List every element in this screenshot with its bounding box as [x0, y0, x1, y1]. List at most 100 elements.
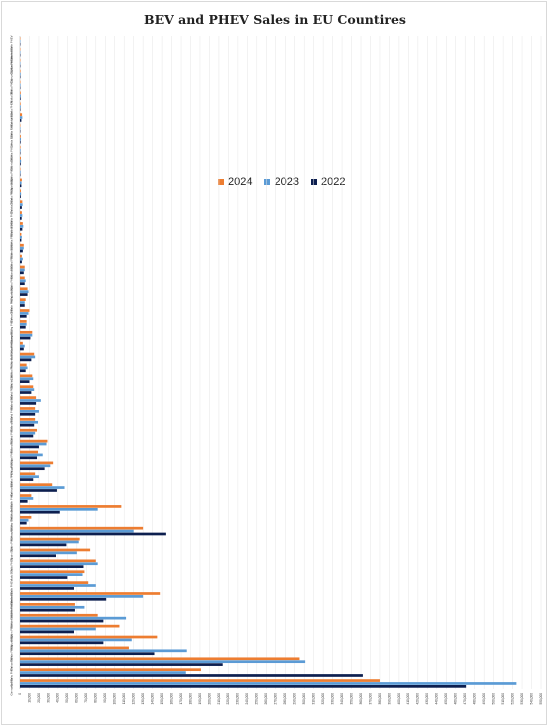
bar-2024	[20, 450, 38, 454]
category-label: Ireland BEV	[10, 394, 14, 409]
bar-2024	[20, 69, 21, 73]
x-tick-label: 520,000	[510, 693, 514, 705]
category-label: Iceland BEV	[10, 264, 14, 280]
x-tick-label: 340,000	[340, 693, 344, 705]
x-tick-label: 110,000	[122, 693, 126, 705]
bar-2024	[20, 222, 23, 225]
bar-2022	[20, 674, 363, 677]
x-tick-label: 70,000	[84, 693, 88, 703]
bar-2022	[20, 521, 27, 525]
x-tick-label: 400,000	[397, 693, 401, 705]
bar-2024	[20, 537, 80, 541]
bar-2024	[20, 135, 21, 138]
bar-2022	[20, 162, 21, 166]
x-tick-label: 160,000	[169, 693, 173, 705]
bar-2022	[20, 445, 39, 449]
bar-2024	[20, 559, 96, 563]
legend-label-2023: 2023	[274, 176, 299, 188]
bar-2022	[20, 119, 22, 122]
x-tick-label: 260,000	[264, 693, 268, 705]
bar-2023	[20, 627, 96, 631]
bar-2024	[20, 145, 21, 149]
x-tick-label: 440,000	[435, 693, 439, 705]
x-tick-label: 390,000	[387, 693, 391, 705]
category-label: Estonia PHEV	[10, 144, 14, 162]
x-tick-label: 230,000	[236, 693, 240, 705]
bar-2023	[20, 214, 23, 217]
bar-2023	[20, 595, 144, 598]
category-label: Austria BEV	[10, 482, 14, 497]
bar-2022	[20, 663, 223, 666]
bar-2022	[20, 184, 22, 188]
bar-2022	[20, 391, 32, 394]
bar-2023	[20, 203, 23, 206]
bar-2022	[20, 685, 467, 688]
x-tick-label: 320,000	[321, 693, 325, 705]
category-label: Slovakia BEV	[10, 220, 14, 237]
bar-2023	[20, 605, 85, 609]
x-tick-label: 450,000	[444, 693, 448, 705]
chart-title: BEV and PHEV Sales in EU Countires	[144, 12, 406, 27]
bar-2023	[20, 420, 38, 424]
bar-2024	[20, 341, 23, 345]
bar-2022	[20, 619, 104, 623]
bar-2024	[20, 113, 23, 116]
category-label: Poland PHEV	[10, 427, 14, 444]
bar-2022	[20, 140, 21, 144]
category-label: Belgium BEV	[10, 634, 14, 651]
category-label: Germany BEV	[10, 677, 14, 695]
category-label: Liechtenstein PHEV	[10, 35, 14, 60]
category-label: Czechia BEV	[10, 373, 14, 390]
bar-2024	[20, 156, 21, 160]
bar-2023	[20, 290, 29, 294]
bar-2024	[20, 646, 129, 650]
bar-2022	[20, 282, 25, 286]
bar-2022	[20, 369, 26, 373]
category-label: Portugal PHEV	[10, 449, 14, 468]
bar-2024	[20, 363, 27, 367]
bar-2024	[20, 418, 36, 421]
legend-swatch-2024	[218, 179, 224, 185]
x-tick-label: 370,000	[368, 693, 372, 705]
bar-2024	[20, 287, 28, 291]
category-label: Netherlands PHEV	[10, 579, 14, 603]
x-tick-label: 530,000	[520, 693, 524, 705]
bar-2024	[20, 505, 122, 508]
bar-2023	[20, 322, 27, 326]
category-label: Luxembourg BEV	[10, 329, 14, 351]
bar-2023	[20, 573, 83, 576]
bar-2022	[20, 358, 32, 362]
category-label: Croatia PHEV	[10, 188, 14, 206]
bar-2024	[20, 461, 54, 465]
x-tick-label: 290,000	[293, 693, 297, 705]
category-label: France BEV	[10, 656, 14, 671]
bar-2022	[20, 402, 37, 405]
bar-2023	[20, 475, 39, 479]
x-tick-label: 170,000	[179, 693, 183, 705]
bar-2022	[20, 630, 74, 634]
bar-2023	[20, 105, 21, 108]
category-label: Latvia PHEV	[10, 122, 14, 138]
bar-2022	[20, 510, 60, 514]
bar-2024	[20, 494, 32, 497]
category-label: Liechtenstein BEV	[10, 46, 14, 69]
category-label: Romania PHEV	[10, 340, 14, 360]
x-tick-label: 460,000	[454, 693, 458, 705]
bar-2023	[20, 388, 35, 391]
bar-2022	[20, 217, 22, 220]
x-tick-label: 130,000	[141, 693, 145, 705]
category-label: Lithuania BEV	[10, 111, 14, 129]
category-label: Portugal BEV	[10, 460, 14, 477]
bar-2024	[20, 407, 36, 410]
x-tick-label: 470,000	[463, 693, 467, 705]
bar-2023	[20, 344, 25, 348]
bar-2022	[20, 260, 22, 264]
bar-2023	[20, 192, 22, 196]
category-label: Netherlands BEV	[10, 590, 14, 612]
bar-2024	[20, 265, 25, 269]
bar-2023	[20, 312, 29, 315]
bar-2023	[20, 279, 26, 283]
x-tick-label: 420,000	[416, 693, 420, 705]
bar-2023	[20, 660, 306, 664]
